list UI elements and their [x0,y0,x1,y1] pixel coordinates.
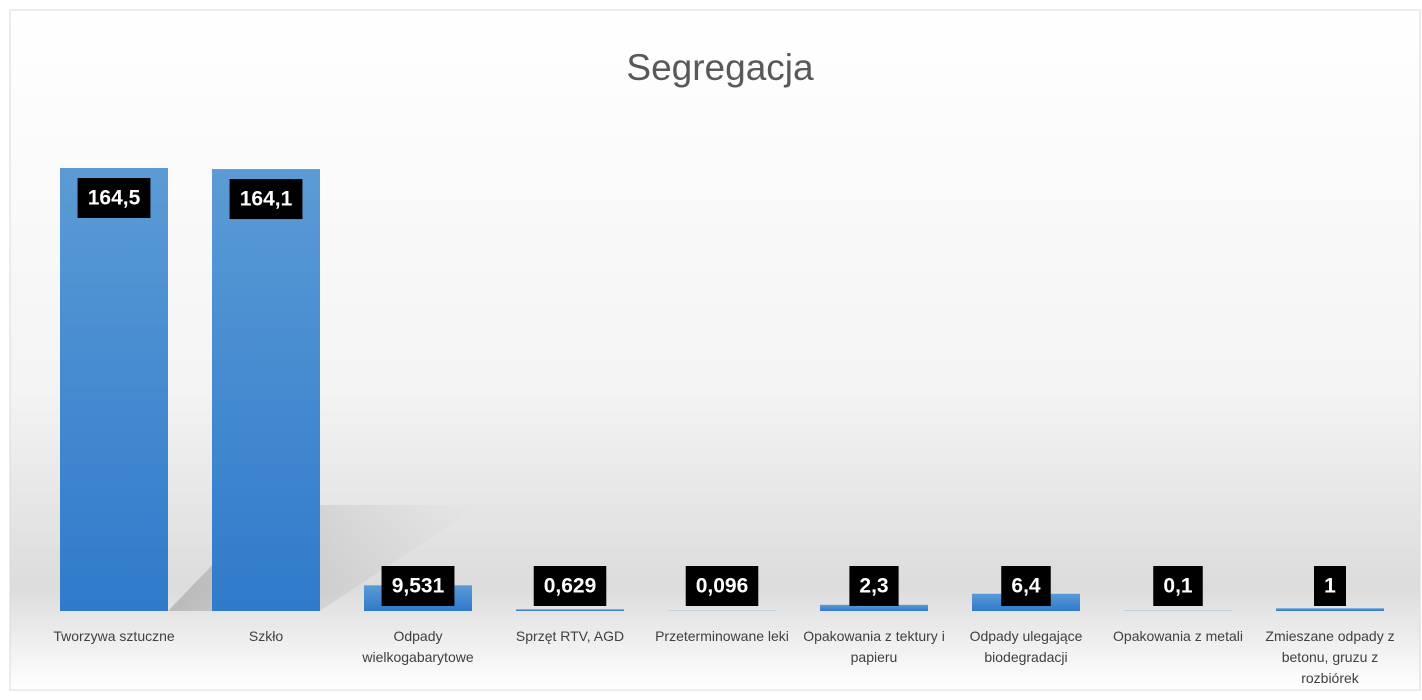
value-label: 0,1 [1163,575,1193,598]
x-tick-label: Szkło [248,628,284,644]
x-tick-label: Odpady ulegające biodegradacji [969,628,1083,665]
x-tick-label: Opakowania z metali [1113,628,1243,644]
value-label-box [533,566,607,606]
value-label-box [849,566,899,606]
bar [1276,608,1384,611]
value-label-box [1314,566,1346,606]
x-tick-label: Sprzęt RTV, AGD [515,628,625,644]
bar [516,609,624,611]
value-label-box [685,566,759,606]
bar [212,169,320,611]
x-tick-label: Przeterminowane leki [655,628,789,644]
value-label: 164,5 [88,187,141,210]
x-tick-label: Zmieszane odpady z betonu, gruzu z rozbi… [1265,628,1395,686]
x-tick-label: Odpady wielkogabarytowe [362,628,474,665]
bar [820,604,928,611]
x-tick-label: Tworzywa sztuczne [53,628,175,644]
value-label-box [1153,566,1203,606]
value-label: 0,096 [696,575,749,598]
value-label: 164,1 [240,188,293,211]
value-label: 1 [1324,575,1336,598]
value-label: 2,3 [859,575,888,598]
value-label: 6,4 [1011,575,1041,598]
x-tick-label: Opakowania z tektury i papieru [803,628,945,665]
value-label-box [381,566,455,606]
chart-title: Segregacja [626,47,814,88]
bar [60,168,168,611]
value-label-box [77,178,151,218]
value-label: 0,629 [544,575,597,598]
value-label-box [229,179,303,220]
value-label-box [1001,566,1051,606]
value-label: 9,531 [392,575,445,598]
